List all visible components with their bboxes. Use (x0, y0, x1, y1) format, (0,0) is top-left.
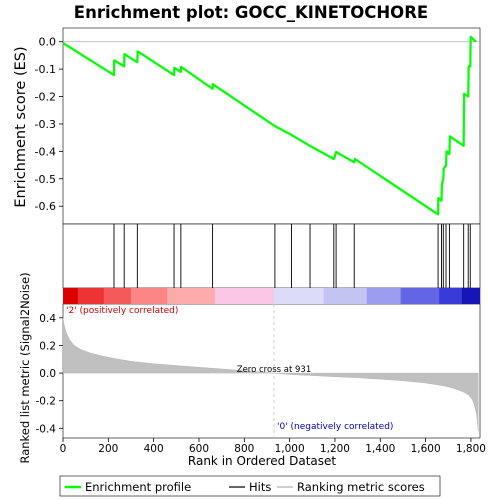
es-tick-label: -0.6 (35, 200, 56, 213)
metric-tick-label: 0.0 (39, 368, 56, 380)
x-tick-label: 800 (234, 443, 254, 455)
legend-hits-label: Hits (249, 480, 271, 494)
x-tick-label: 600 (189, 443, 209, 455)
heat-bar-segment (366, 288, 401, 304)
ranking-metric-area (62, 317, 479, 432)
x-axis-ticks: 0 200 400 600 800 1,000 1,200 1,400 1,600 1,800 (60, 438, 486, 455)
es-tick-label: -0.5 (35, 173, 56, 186)
heat-bar-segment (461, 288, 481, 304)
x-tick-label: 1,600 (411, 443, 441, 455)
legend-box (59, 475, 441, 497)
es-tick-label: -0.1 (35, 63, 56, 76)
es-tick-label: -0.2 (35, 91, 56, 104)
heat-bar-segment (77, 288, 105, 304)
heat-bar-segment (130, 288, 168, 304)
legend-metric-label: Ranking metric scores (297, 480, 425, 494)
y-axis-label-es: Enrichment score (ES) (13, 46, 29, 207)
legend-profile-label: Enrichment profile (85, 480, 191, 494)
x-tick-label: 400 (144, 443, 164, 455)
zero-cross-label: Zero cross at 931 (237, 365, 311, 375)
ranking-heat-bar (63, 288, 481, 304)
metric-tick-label: -0.2 (36, 396, 57, 408)
hits-panel (62, 223, 481, 289)
metric-tick-label: 0.2 (39, 340, 56, 352)
x-tick-label: 1,400 (365, 443, 395, 455)
es-axis-ticks: 0.0 -0.1 -0.2 -0.3 -0.4 -0.5 -0.6 (35, 36, 63, 213)
metric-axis-ticks: 0.4 0.2 0.0 -0.2 -0.4 (36, 313, 63, 435)
metric-tick-label: -0.4 (36, 423, 57, 435)
heat-bar-segment (323, 288, 367, 304)
heat-bar-segment (214, 288, 275, 304)
x-tick-label: 1,800 (456, 443, 486, 455)
es-tick-label: -0.3 (35, 118, 56, 131)
negative-correlation-label: '0' (negatively correlated) (277, 422, 393, 432)
x-tick-label: 200 (98, 443, 118, 455)
es-panel (62, 27, 481, 225)
hit-lines (113, 224, 471, 288)
es-tick-label: 0.0 (39, 36, 57, 49)
positive-correlation-label: '2' (positively correlated) (66, 306, 178, 316)
enrichment-profile-line (62, 35, 477, 216)
y-axis-label-metric: Ranked list metric (Signal2Noise) (18, 272, 32, 463)
x-axis-label: Rank in Ordered Dataset (188, 454, 336, 468)
heat-bar-segment (273, 288, 324, 304)
heat-bar-segment (400, 288, 440, 304)
heat-bar-segment (63, 288, 79, 304)
chart-title: Enrichment plot: GOCC_KINETOCHORE (74, 3, 428, 22)
metric-tick-label: 0.4 (39, 313, 56, 325)
heat-bar-segment (167, 288, 216, 304)
es-tick-label: -0.4 (35, 145, 56, 158)
x-tick-label: 0 (60, 443, 67, 455)
heat-bar-segment (103, 288, 132, 304)
x-tick-label: 1,000 (275, 443, 305, 455)
heat-bar-segment (439, 288, 463, 304)
x-tick-label: 1,200 (320, 443, 350, 455)
